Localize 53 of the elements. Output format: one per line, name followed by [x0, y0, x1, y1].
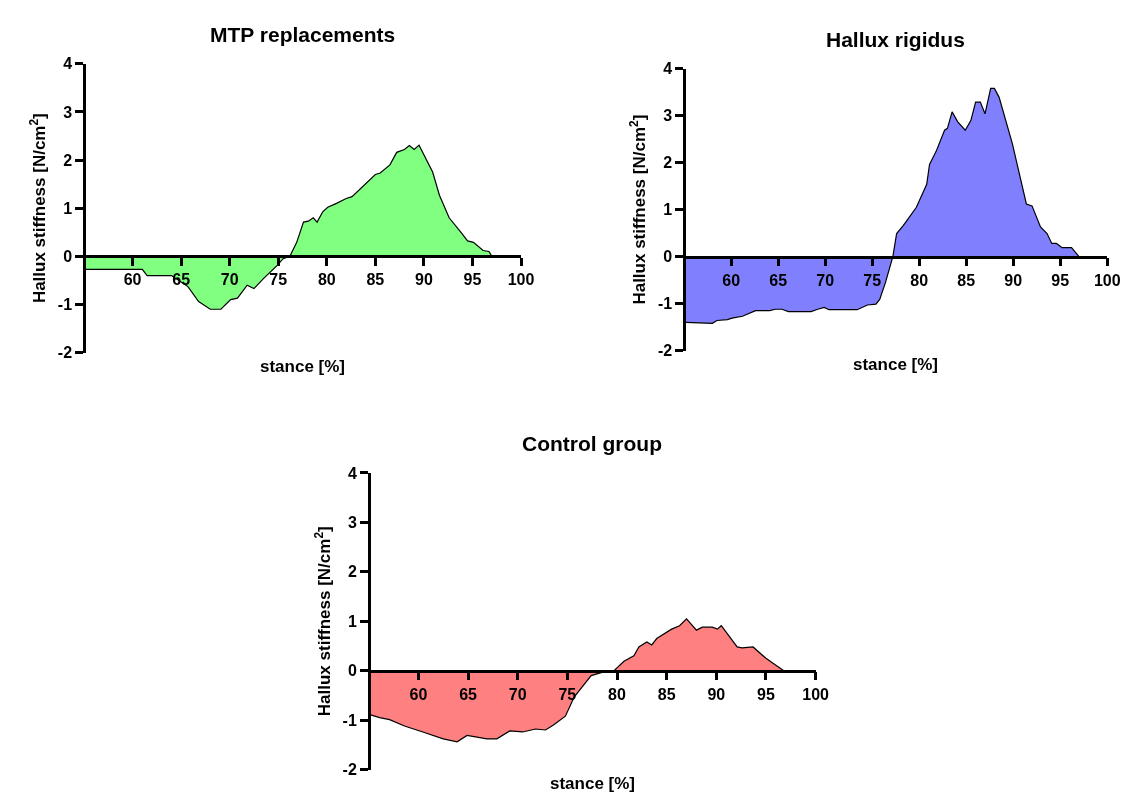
x-tick-label: 95 — [463, 271, 482, 289]
x-tick-label: 85 — [957, 271, 976, 289]
x-axis-title: stance [%] — [550, 774, 636, 793]
x-tick-label: 75 — [269, 271, 288, 289]
y-tick-label: 4 — [347, 464, 357, 482]
y-tick-label: 3 — [347, 513, 357, 531]
x-tick-label: 60 — [123, 271, 142, 289]
x-tick-label: 80 — [910, 271, 929, 289]
x-tick-label: 75 — [863, 271, 882, 289]
x-tick-label: 80 — [317, 271, 336, 289]
chart-title: Control group — [522, 432, 662, 455]
y-tick-label: -1 — [657, 295, 673, 313]
x-tick-label: 70 — [508, 685, 527, 703]
x-tick-label: 90 — [414, 271, 433, 289]
y-tick-label: 3 — [663, 107, 673, 125]
chart-title: MTP replacements — [210, 23, 396, 46]
x-tick-label: 65 — [459, 685, 478, 703]
y-tick-label: -2 — [57, 344, 73, 362]
x-tick-label: 80 — [608, 685, 626, 703]
x-tick-label: 85 — [366, 271, 385, 289]
x-tick-label: 100 — [1093, 271, 1121, 289]
x-tick-label: 60 — [409, 685, 428, 703]
x-tick-label: 100 — [802, 685, 830, 703]
y-tick-label: 0 — [63, 247, 73, 265]
y-tick-label: 3 — [63, 103, 73, 121]
y-tick-label: 2 — [63, 151, 73, 169]
y-tick-label: 1 — [63, 199, 73, 217]
x-tick-label: 60 — [722, 271, 741, 289]
y-tick-label: -2 — [657, 342, 673, 360]
x-tick-label: 95 — [757, 685, 775, 703]
y-tick-label: 1 — [347, 612, 357, 630]
y-tick-label: 2 — [347, 563, 357, 581]
x-tick-label: 75 — [558, 685, 577, 703]
y-tick-label: 1 — [663, 201, 673, 219]
x-tick-label: 70 — [816, 271, 835, 289]
x-tick-label: 65 — [769, 271, 788, 289]
x-tick-label: 95 — [1051, 271, 1070, 289]
y-tick-label: 4 — [663, 60, 673, 78]
y-tick-label: -2 — [342, 761, 357, 779]
x-tick-label: 85 — [657, 685, 676, 703]
y-tick-label: -1 — [342, 711, 357, 729]
x-tick-label: 90 — [707, 685, 726, 703]
y-tick-label: 0 — [347, 662, 357, 680]
y-tick-label: 2 — [663, 154, 673, 172]
y-tick-label: 4 — [63, 55, 73, 73]
x-tick-label: 100 — [507, 271, 535, 289]
chart-title: Hallux rigidus — [826, 28, 965, 51]
y-tick-label: -1 — [57, 296, 73, 314]
x-axis-title: stance [%] — [853, 355, 939, 374]
x-tick-label: 90 — [1004, 271, 1023, 289]
x-axis-title: stance [%] — [260, 357, 346, 376]
y-tick-label: 0 — [663, 248, 673, 266]
x-tick-label: 70 — [220, 271, 239, 289]
